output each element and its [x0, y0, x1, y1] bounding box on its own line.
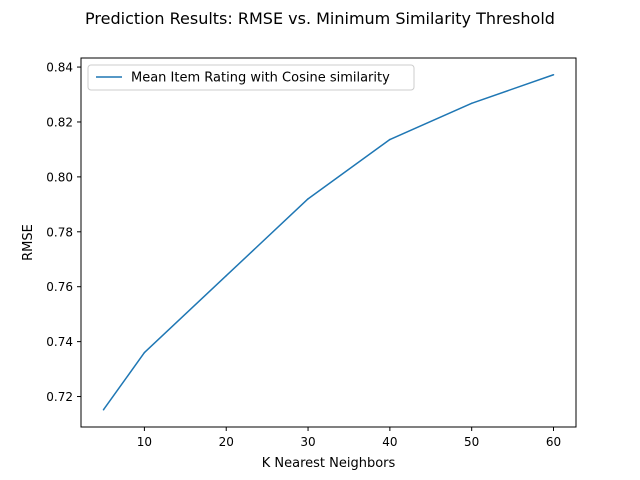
x-tick-label: 50: [464, 435, 479, 449]
data-point: [470, 102, 473, 105]
y-tick-label: 0.72: [46, 390, 73, 404]
y-tick-label: 0.74: [46, 335, 73, 349]
x-axis-label: K Nearest Neighbors: [262, 456, 396, 471]
x-tick-label: 20: [219, 435, 234, 449]
data-point: [225, 274, 227, 277]
y-tick-label: 0.82: [46, 115, 73, 129]
y-tick-label: 0.84: [46, 61, 73, 75]
legend-box: [87, 64, 415, 91]
data-point: [307, 198, 309, 200]
series-line: [102, 74, 554, 411]
y-tick-label: 0.78: [46, 225, 73, 239]
x-tick-label: 60: [546, 435, 561, 449]
legend-label: Mean Item Rating with Cosine similarity: [131, 71, 390, 86]
y-tick-label: 0.80: [46, 170, 73, 184]
plot-area-frame: [80, 57, 577, 428]
data-point: [389, 138, 391, 141]
series-group: [102, 74, 555, 411]
x-tick-label: 30: [300, 435, 315, 449]
data-point: [143, 351, 146, 354]
x-tick-label: 10: [137, 435, 152, 449]
chart-title: Prediction Results: RMSE vs. Minimum Sim…: [85, 9, 555, 28]
data-point: [102, 408, 105, 411]
axis-ticks: 10 20 30 40 50 60 0.72 0.74 0.76 0.78 0.80 0.82 0.84: [46, 61, 561, 449]
data-point: [552, 74, 555, 76]
legend: Mean Item Rating with Cosine similarity: [87, 64, 415, 91]
y-tick-label: 0.76: [46, 280, 73, 294]
x-tick-label: 40: [382, 435, 397, 449]
y-axis-label: RMSE: [21, 224, 36, 261]
